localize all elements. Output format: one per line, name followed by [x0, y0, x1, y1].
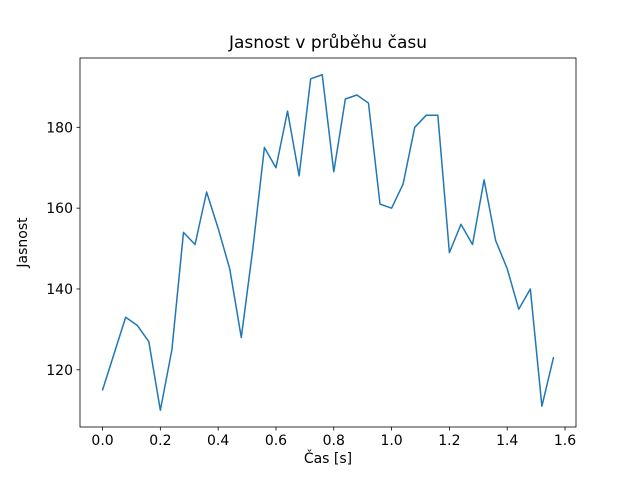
x-tick-label: 0.6 [265, 433, 287, 449]
y-tick-label: 120 [46, 363, 73, 379]
y-tick-label: 180 [46, 120, 73, 136]
y-tick-label: 140 [46, 282, 73, 298]
x-tick-label: 1.2 [438, 433, 460, 449]
x-tick-label: 1.4 [496, 433, 518, 449]
chart-title: Jasnost v průběhu času [228, 33, 427, 53]
x-axis-label: Čas [s] [304, 449, 352, 467]
x-tick-label: 0.4 [207, 433, 229, 449]
x-tick-label: 0.8 [323, 433, 345, 449]
y-tick-label: 160 [46, 201, 73, 217]
data-line [101, 74, 555, 411]
y-axis-label: Jasnost [15, 217, 31, 269]
axis-ticks: 0.0 0.2 0.4 0.6 0.8 1.0 1.2 1.4 1.6 120 140 160 180 [46, 120, 576, 449]
x-tick-label: 1.6 [554, 433, 576, 449]
x-tick-label: 1.0 [380, 433, 402, 449]
x-tick-label: 0.0 [91, 433, 113, 449]
x-tick-label: 0.2 [149, 433, 171, 449]
